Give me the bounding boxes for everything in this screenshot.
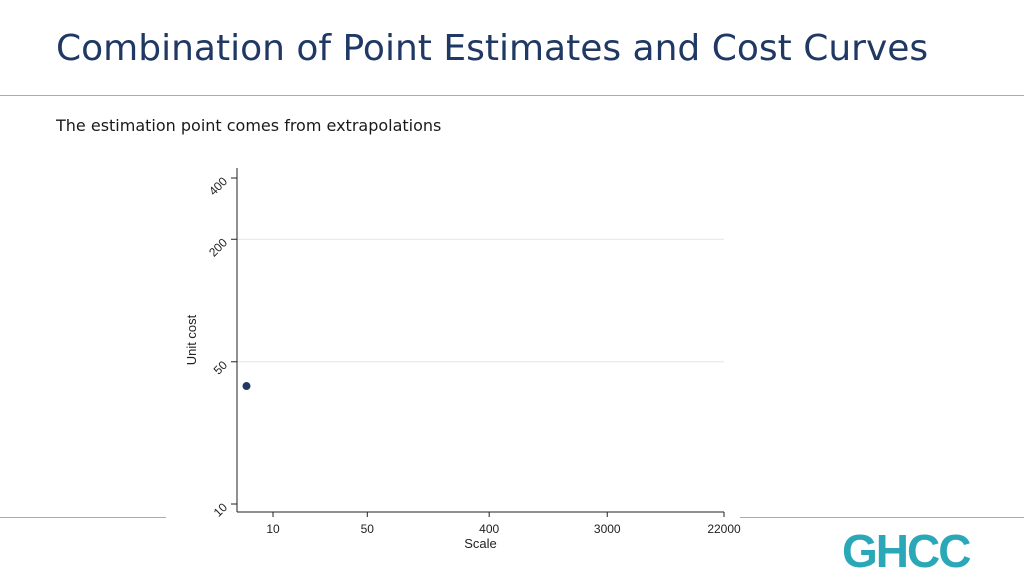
y-tick-label: 400: [206, 174, 230, 198]
y-axis-label: Unit cost: [184, 314, 199, 365]
y-tick-label: 200: [206, 235, 230, 259]
ghcc-logo: GHCC: [842, 525, 971, 577]
x-tick-label: 10: [266, 522, 280, 536]
x-tick-label: 50: [361, 522, 375, 536]
x-tick-label: 3000: [594, 522, 621, 536]
axis-layer: [236, 168, 724, 513]
x-tick-label: 400: [479, 522, 499, 536]
grid-layer: [237, 238, 724, 363]
y-tick-label: 50: [211, 358, 231, 378]
data-point: [242, 382, 251, 391]
footer-divider-right: [740, 517, 1024, 518]
page-title: Combination of Point Estimates and Cost …: [56, 28, 929, 69]
title-divider: [0, 95, 1024, 96]
point-layer: [242, 382, 251, 391]
page-subtitle: The estimation point comes from extrapol…: [56, 116, 442, 135]
y-tick-label: 10: [211, 500, 231, 520]
x-tick-label: 22000: [707, 522, 741, 536]
tick-layer: 10 50 200 400 10 50 400 3000 22000: [206, 174, 741, 536]
x-axis-label: Scale: [464, 536, 497, 551]
footer-divider-left: [0, 517, 166, 518]
